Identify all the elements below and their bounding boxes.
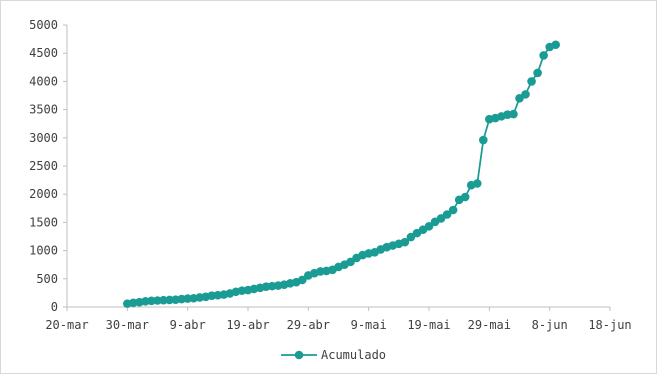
data-point — [183, 294, 192, 303]
data-point — [539, 51, 548, 60]
data-point — [479, 135, 488, 145]
data-point — [159, 295, 168, 305]
y-tick-label: 3000 — [29, 131, 58, 145]
y-tick-label: 1000 — [29, 244, 58, 258]
x-tick-label: 19-abr — [226, 318, 269, 332]
x-tick-label: 20-mar — [45, 318, 88, 332]
x-tick-label: 29-mai — [468, 318, 511, 332]
data-point — [448, 205, 458, 215]
data-point — [521, 90, 530, 99]
data-point — [460, 192, 470, 202]
legend-label: Acumulado — [321, 348, 386, 362]
data-point — [527, 77, 536, 86]
legend-marker-icon — [294, 350, 304, 360]
data-point — [153, 296, 162, 305]
x-tick-label: 30-mar — [106, 318, 149, 332]
y-tick-label: 2500 — [29, 159, 58, 173]
data-point — [424, 222, 434, 231]
data-point — [509, 109, 518, 119]
x-tick-label: 9-mai — [351, 318, 387, 332]
data-point — [551, 40, 560, 50]
x-tick-label: 18-jun — [588, 318, 631, 332]
data-point — [298, 275, 307, 285]
y-tick-label: 2000 — [29, 187, 58, 201]
data-point — [442, 210, 452, 219]
y-tick-label: 4000 — [29, 74, 58, 88]
x-tick-label: 8-jun — [532, 318, 568, 332]
data-point — [400, 237, 410, 247]
y-tick-label: 500 — [36, 272, 58, 286]
data-point — [472, 179, 482, 188]
y-tick-label: 3500 — [29, 103, 58, 117]
x-tick-label: 9-abr — [170, 318, 206, 332]
y-tick-label: 5000 — [29, 18, 58, 32]
data-point — [165, 295, 174, 305]
y-tick-label: 1500 — [29, 215, 58, 229]
data-point — [147, 296, 156, 306]
x-tick-label: 29-abr — [287, 318, 330, 332]
y-tick-label: 0 — [51, 300, 58, 314]
y-tick-label: 4500 — [29, 46, 58, 60]
data-point — [533, 68, 542, 78]
x-tick-label: 19-mai — [407, 318, 450, 332]
